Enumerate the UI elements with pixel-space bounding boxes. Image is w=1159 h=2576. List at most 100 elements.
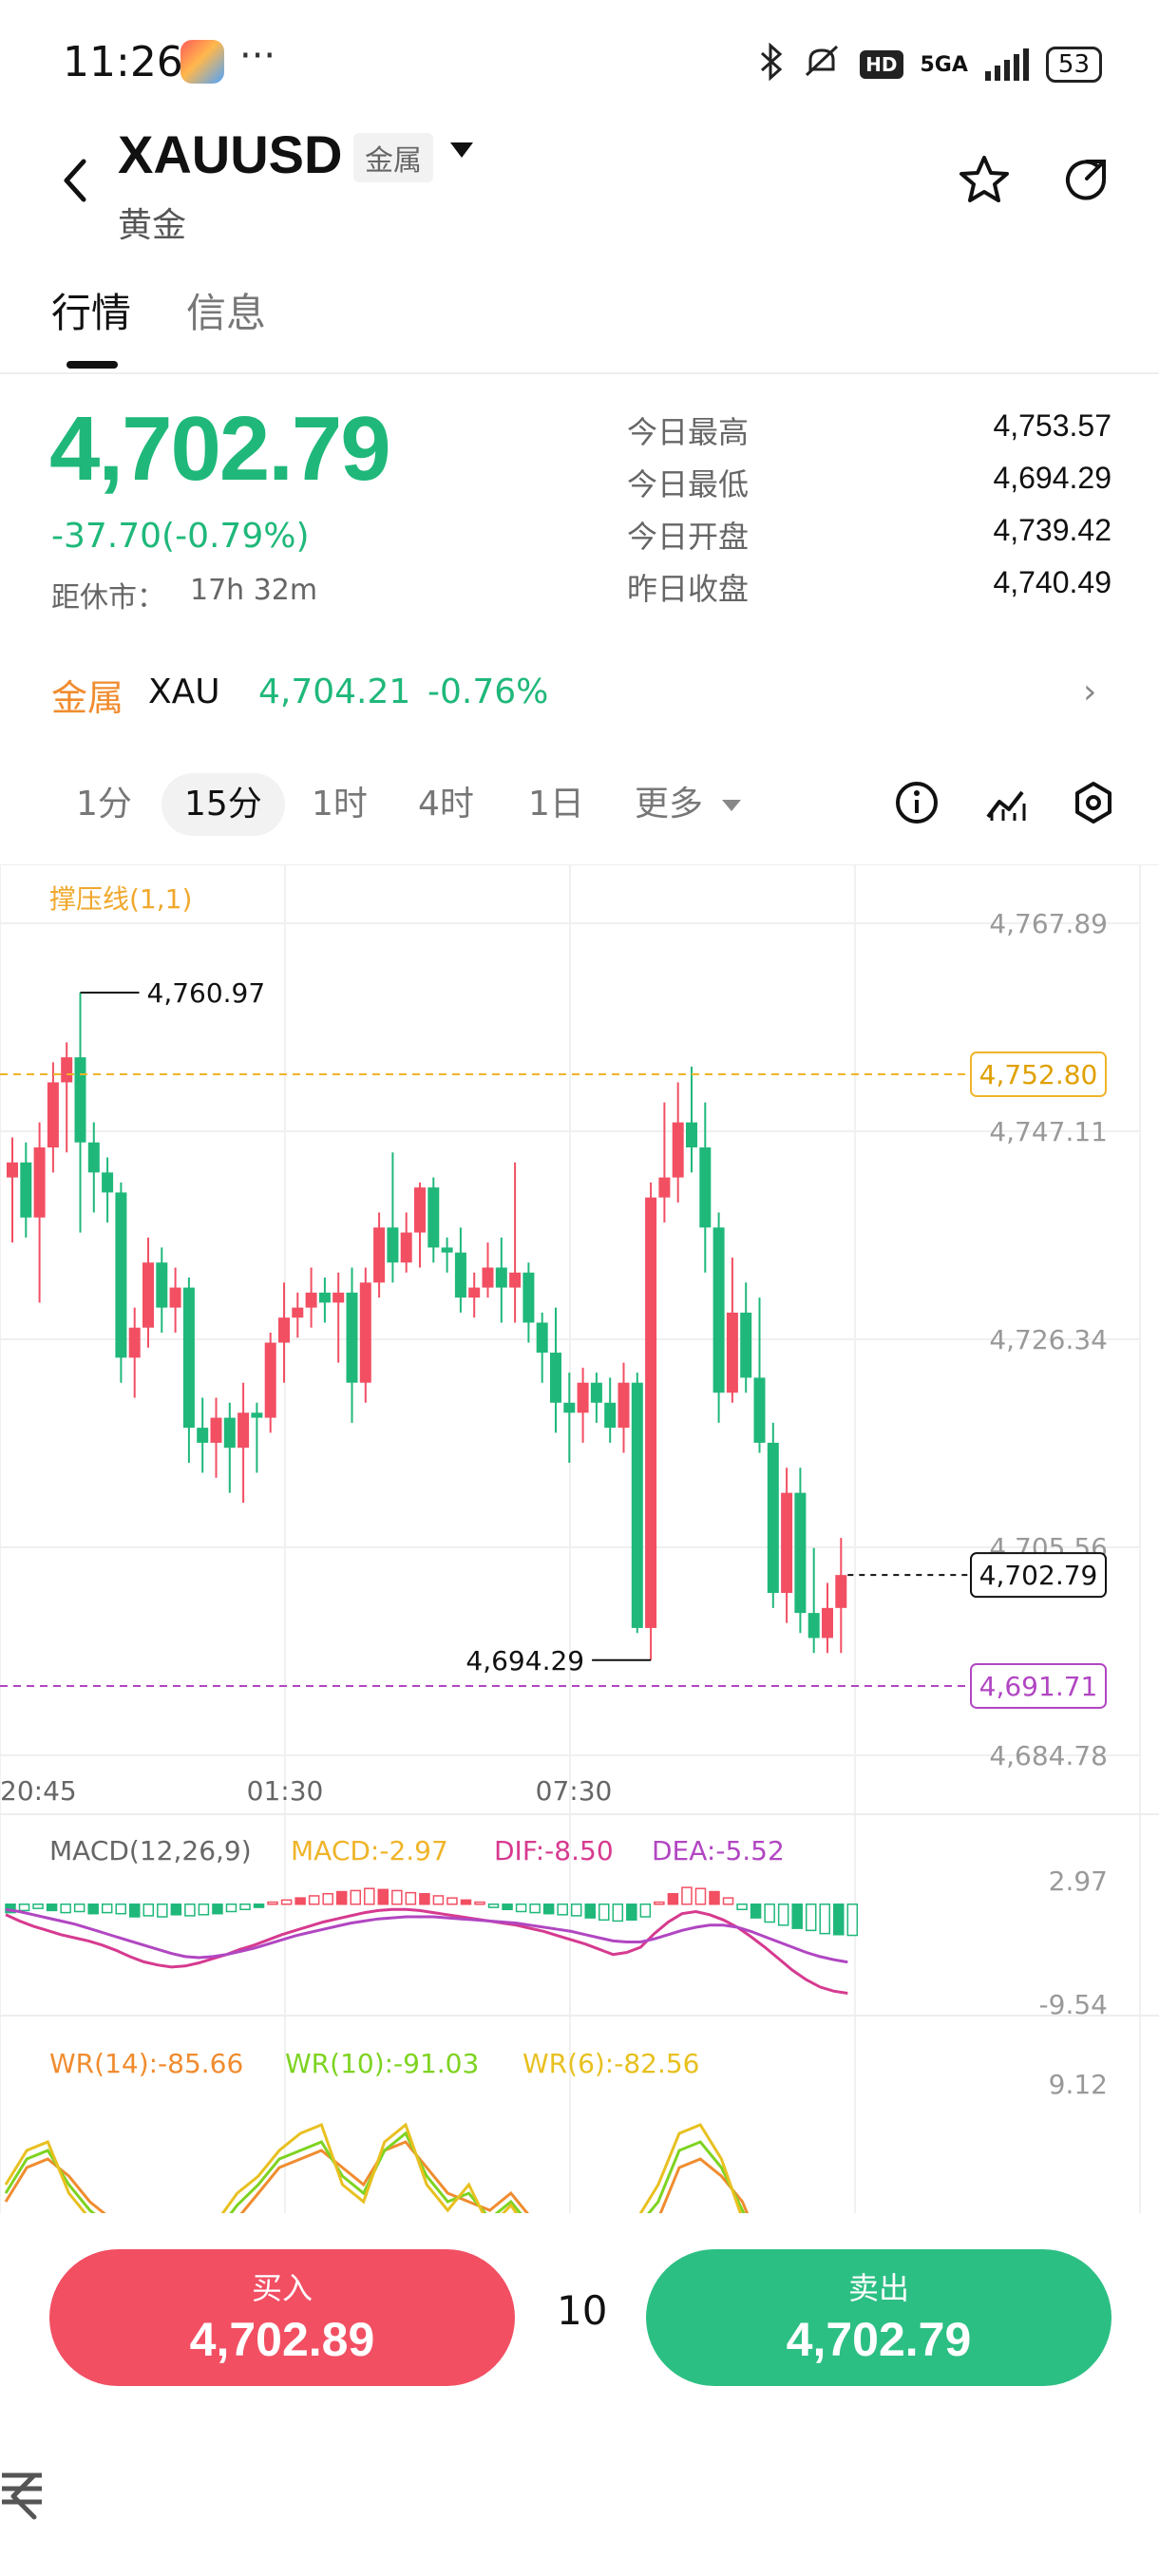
macd-histogram-bar xyxy=(542,1904,555,1915)
macd-histogram-bar xyxy=(529,1904,541,1914)
macd-histogram-bar xyxy=(639,1904,652,1918)
macd-histogram-bar xyxy=(32,1904,44,1909)
current-price: 4,702.79 xyxy=(49,398,391,500)
macd-histogram-bar xyxy=(239,1904,251,1911)
candle-body xyxy=(726,1312,738,1393)
macd-histogram-bar xyxy=(598,1904,610,1922)
macd-histogram-bar xyxy=(280,1899,293,1905)
wr-line-wr6 xyxy=(4,2122,742,2213)
chart-svg[interactable]: 4,767.894,747.114,726.344,705.564,684.78… xyxy=(0,864,1159,2213)
instrument-symbol[interactable]: XAUUSD xyxy=(118,124,343,184)
macd-histogram-bar xyxy=(294,1897,306,1905)
wr-legend-14: WR(14):-85.66 xyxy=(49,2048,243,2079)
hd-voice-icon: HD xyxy=(860,50,903,79)
indicator-settings-icon[interactable] xyxy=(982,779,1030,826)
macd-histogram-bar xyxy=(377,1888,390,1905)
trade-quantity[interactable]: 10 xyxy=(557,2287,608,2334)
category-tag: 金属 xyxy=(353,133,433,182)
candle-body xyxy=(197,1428,209,1443)
stat-today-open: 今日开盘 4,739.42 xyxy=(627,513,1112,565)
nav-back-icon xyxy=(10,2472,37,2520)
bluetooth-icon xyxy=(759,42,784,86)
buy-label: 买入 xyxy=(251,2270,313,2306)
macd-histogram-bar xyxy=(709,1890,720,1905)
macd-histogram-bar xyxy=(667,1892,679,1905)
macd-histogram-bar xyxy=(157,1904,168,1918)
sell-button[interactable]: 卖出 4,702.79 xyxy=(646,2249,1112,2386)
candle-body xyxy=(468,1287,481,1298)
interval-15m[interactable]: 15分 xyxy=(162,773,285,836)
silent-mode-icon xyxy=(801,43,843,86)
macd-histogram-bar xyxy=(584,1904,596,1919)
candle-body xyxy=(142,1262,154,1328)
macd-histogram-bar xyxy=(5,1904,16,1914)
candle-body xyxy=(454,1252,466,1298)
macd-histogram-bar xyxy=(129,1904,141,1918)
macd-histogram-bar xyxy=(432,1895,445,1905)
notification-app-icon xyxy=(180,40,224,84)
candle-body xyxy=(686,1122,697,1147)
info-icon[interactable] xyxy=(893,779,940,826)
nav-back-button[interactable] xyxy=(0,2470,48,2546)
price-chart-area[interactable]: 4,767.89 4,747.11 4,726.34 4,705.56 4,684.78… xyxy=(0,864,1159,2213)
quote-stats: 今日最高 4,753.57 今日最低 4,694.29 今日开盘 4,739.42 昨… xyxy=(627,408,1112,617)
candle-body xyxy=(400,1232,412,1263)
macd-histogram-bar xyxy=(446,1897,458,1905)
macd-histogram-bar xyxy=(654,1901,665,1905)
interval-4h[interactable]: 4时 xyxy=(418,785,474,824)
macd-histogram-bar xyxy=(846,1904,859,1937)
candle-body xyxy=(346,1292,358,1383)
macd-histogram-bar xyxy=(267,1901,278,1905)
candle-body xyxy=(658,1177,671,1198)
x-tick-label: 01:30 xyxy=(247,1775,324,1807)
share-button[interactable] xyxy=(1058,152,1115,209)
chevron-right-icon[interactable]: › xyxy=(1083,672,1097,711)
interval-1h[interactable]: 1时 xyxy=(312,785,368,824)
macd-histogram-bar xyxy=(570,1904,582,1917)
y-tick-label: 4,726.34 xyxy=(989,1324,1108,1355)
candle-body xyxy=(115,1192,127,1358)
tab-info[interactable]: 信息 xyxy=(186,290,267,336)
more-caret-icon[interactable] xyxy=(722,800,741,811)
candle-body xyxy=(414,1187,426,1233)
candle-body xyxy=(835,1575,847,1608)
macd-legend-macd: MACD:-2.97 xyxy=(291,1835,448,1866)
interval-1m[interactable]: 1分 xyxy=(76,785,132,824)
high-marker-label: 4,760.97 xyxy=(147,977,266,1009)
status-bar: 11:26 ··· HD 5GA 53 xyxy=(0,0,1159,133)
candle-body xyxy=(20,1162,32,1218)
candle-body xyxy=(33,1146,46,1218)
candle-body xyxy=(781,1492,793,1594)
candle-body xyxy=(61,1057,73,1083)
symbol-dropdown-caret-icon[interactable] xyxy=(450,142,473,158)
interval-1d[interactable]: 1日 xyxy=(528,785,584,824)
interval-more[interactable]: 更多 xyxy=(635,785,704,824)
buy-button[interactable]: 买入 4,702.89 xyxy=(49,2249,515,2386)
chart-grid: 4,767.894,747.114,726.344,705.564,684.78… xyxy=(0,864,1159,2213)
more-notifications-indicator: ··· xyxy=(239,34,276,78)
candle-body xyxy=(808,1613,820,1638)
favorite-star-button[interactable] xyxy=(956,152,1013,209)
macd-histogram-bar xyxy=(405,1891,417,1905)
candle-body xyxy=(495,1267,507,1288)
candle-body xyxy=(87,1142,100,1173)
battery-icon: 53 xyxy=(1045,47,1102,83)
candle-body xyxy=(618,1382,630,1429)
wr-line-wr10 xyxy=(4,2131,746,2213)
back-button[interactable] xyxy=(49,152,106,209)
tab-market[interactable]: 行情 xyxy=(51,290,132,336)
candle-body xyxy=(672,1122,684,1178)
active-tab-indicator xyxy=(66,361,118,369)
macd-y-tick: -9.54 xyxy=(1039,1989,1108,2020)
macd-histogram-bar xyxy=(502,1904,513,1911)
candle-body xyxy=(332,1292,345,1303)
market-close-label: 距休市： xyxy=(51,581,165,615)
macd-histogram-bar xyxy=(777,1904,789,1926)
macd-group: 2.97 -9.54 xyxy=(5,1866,1108,2020)
stat-label: 今日开盘 xyxy=(627,519,750,555)
stat-today-high: 今日最高 4,753.57 xyxy=(627,408,1112,461)
candle-body xyxy=(156,1262,168,1308)
chart-settings-icon[interactable] xyxy=(1070,779,1117,826)
macd-histogram-bar xyxy=(805,1904,817,1932)
buy-price: 4,702.89 xyxy=(189,2313,375,2366)
